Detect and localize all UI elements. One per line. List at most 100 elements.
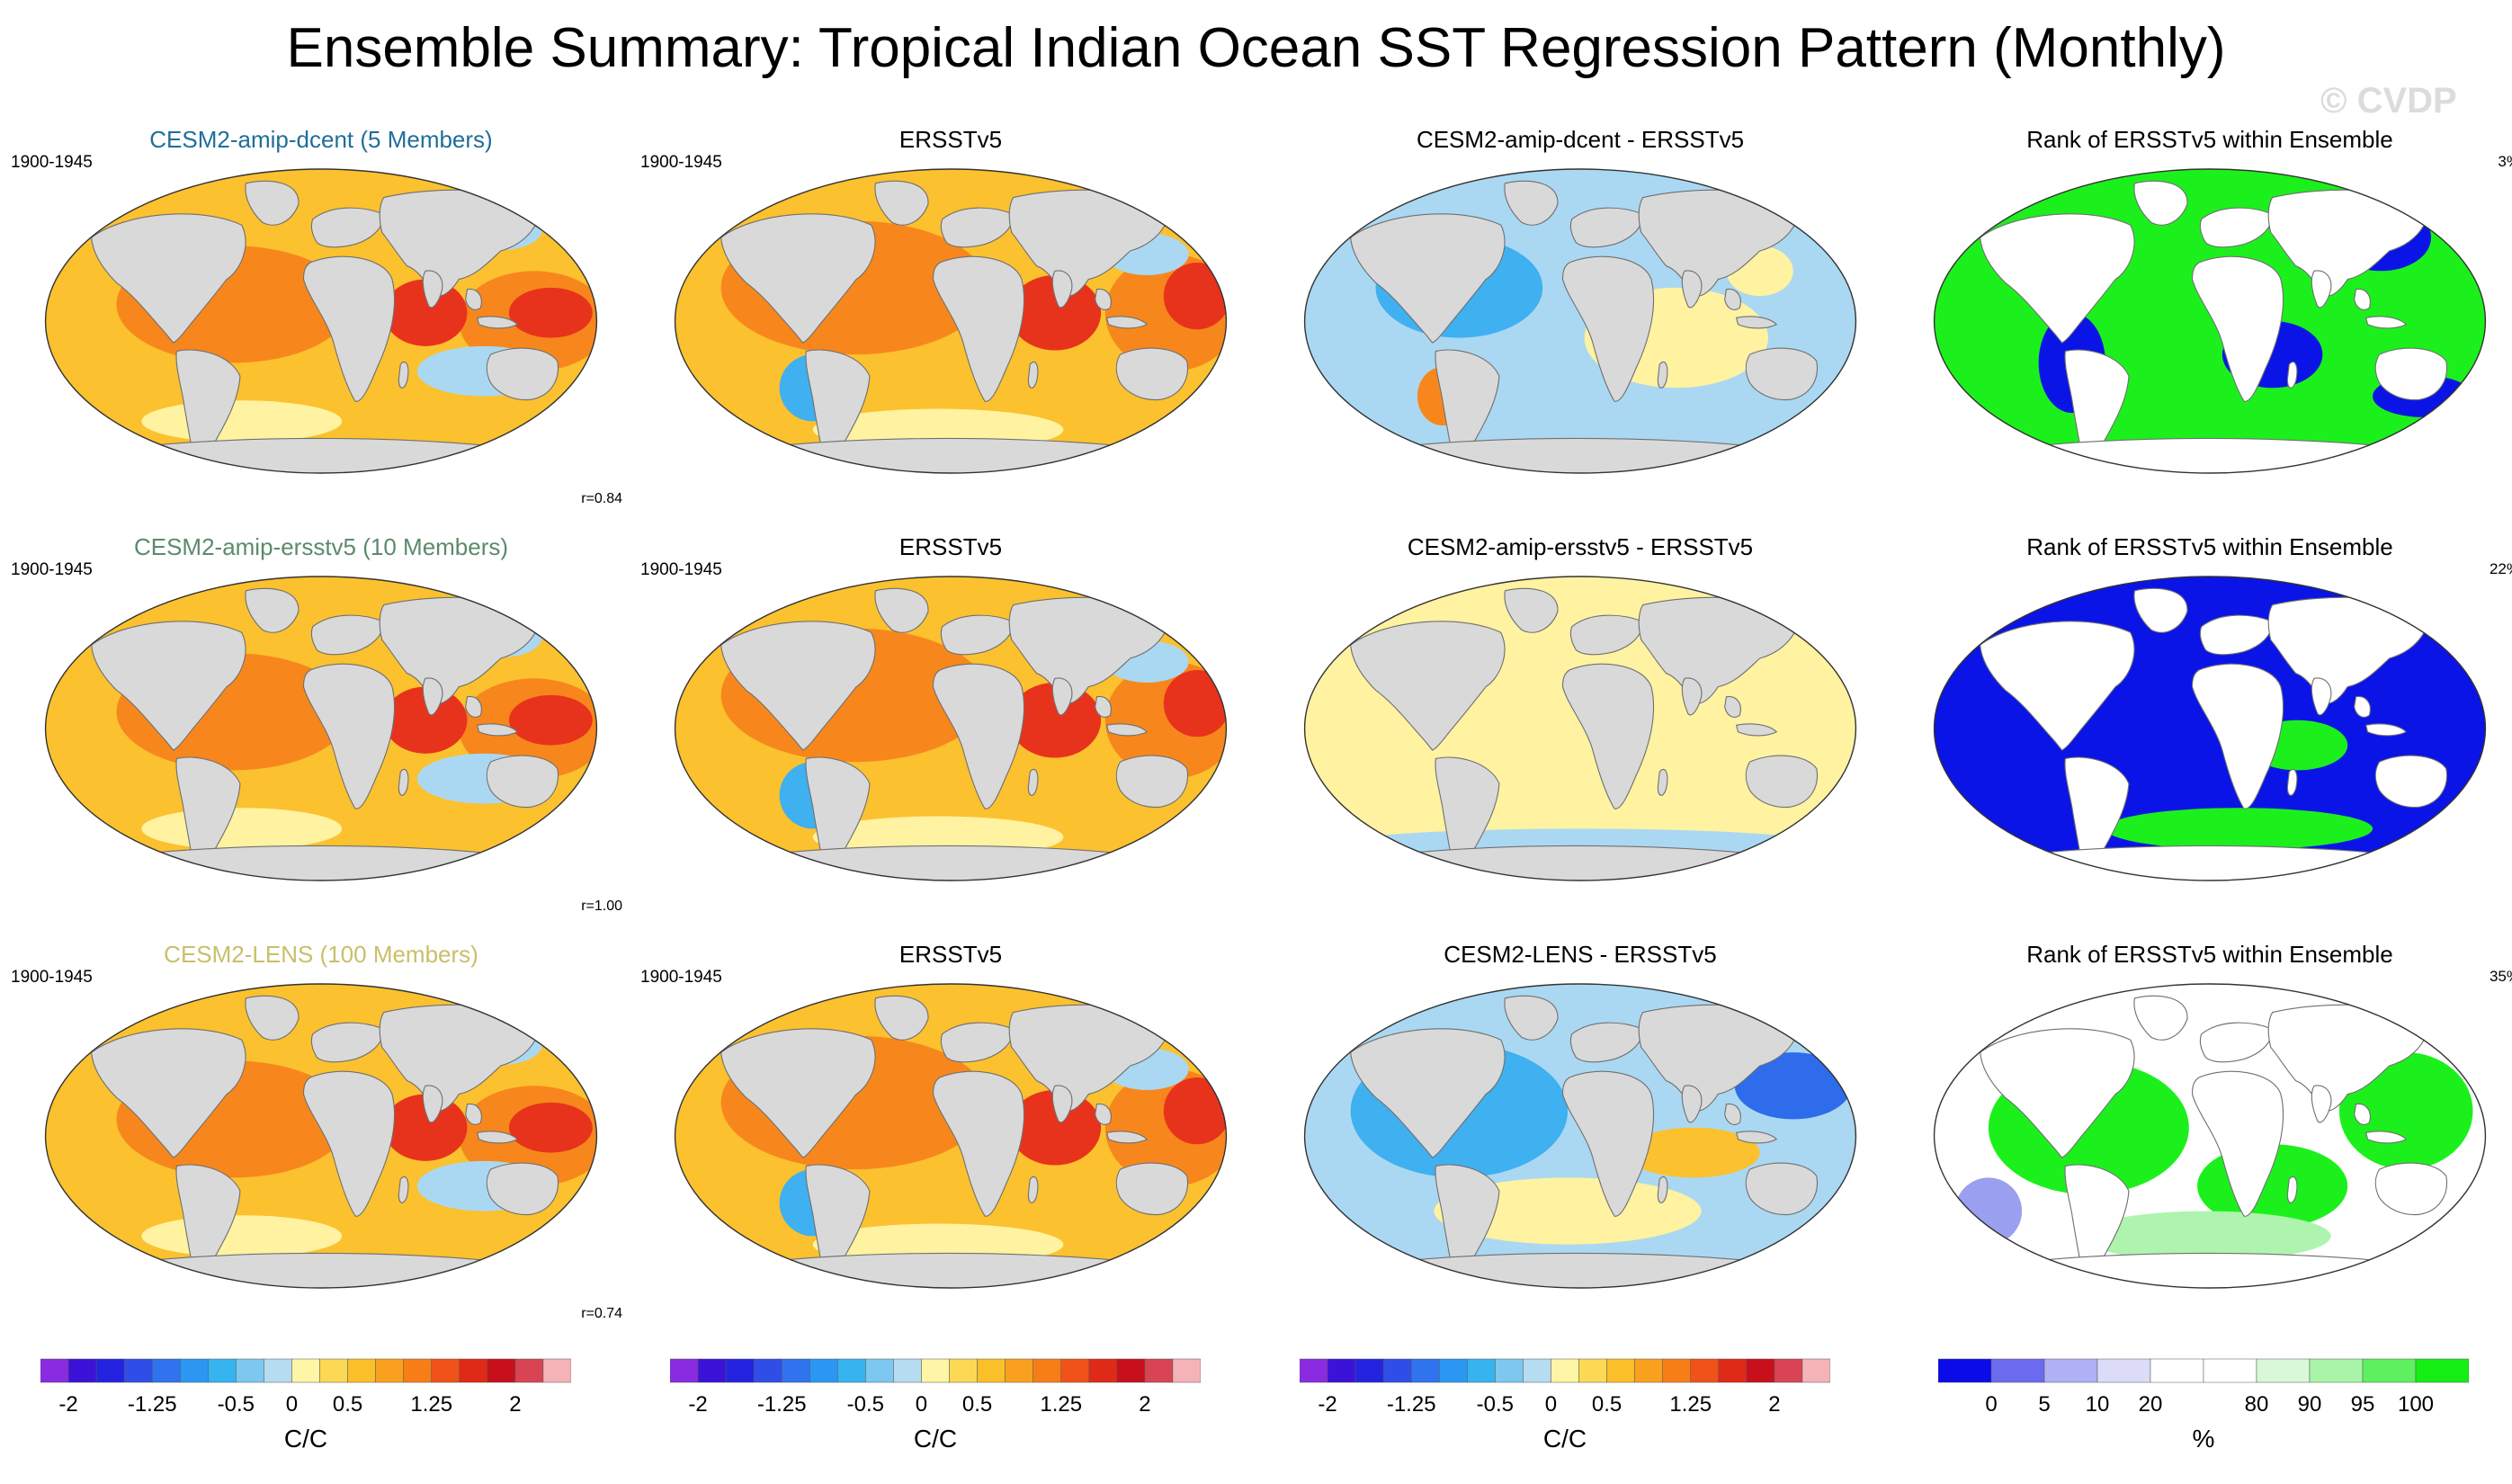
colorbar-swatch bbox=[2256, 1358, 2311, 1383]
colorbar-swatch bbox=[542, 1358, 571, 1383]
colorbar-swatch bbox=[1990, 1358, 2045, 1383]
colorbar-model: -2 -1.25 -0.5 0 0.5 1.25 2 C/C bbox=[40, 1358, 571, 1484]
period-label: 1900-1945 bbox=[640, 560, 722, 579]
colorbar-tick-label: -1.25 bbox=[756, 1392, 807, 1417]
rank-map bbox=[1933, 983, 2487, 1289]
colorbar-swatch bbox=[1467, 1358, 1496, 1383]
colorbar-swatch bbox=[264, 1358, 292, 1383]
colorbar-unit: C/C bbox=[283, 1425, 328, 1453]
colorbar-swatch bbox=[1523, 1358, 1551, 1383]
colorbar-tick-label: 0.5 bbox=[332, 1392, 363, 1417]
colorbar-swatch bbox=[1551, 1358, 1579, 1383]
model-map bbox=[44, 168, 598, 474]
colorbar-swatch bbox=[40, 1358, 69, 1383]
colorbar-tick-label: -1.25 bbox=[1386, 1392, 1436, 1417]
globe-outline bbox=[44, 983, 598, 1289]
model-map bbox=[44, 576, 598, 881]
colorbar-tick-label: 1.25 bbox=[1669, 1392, 1712, 1417]
globe-outline bbox=[1933, 168, 2487, 474]
colorbar-swatch bbox=[403, 1358, 432, 1383]
colorbar-tick-label: 20 bbox=[2138, 1392, 2163, 1417]
colorbar-swatch bbox=[1327, 1358, 1356, 1383]
panel-title: ERSSTv5 bbox=[898, 126, 1003, 153]
colorbar-swatch bbox=[180, 1358, 209, 1383]
colorbar-tick-label: 2 bbox=[1768, 1392, 1781, 1417]
diff-panel-row-3: CESM2-LENS - ERSSTv5 bbox=[1270, 941, 1891, 1354]
colorbar-swatch bbox=[2362, 1358, 2417, 1383]
colorbar-tick-label: 100 bbox=[2397, 1392, 2435, 1417]
colorbar-tick-label: 1.25 bbox=[1040, 1392, 1083, 1417]
colorbar-swatch bbox=[1144, 1358, 1174, 1383]
colorbar-swatch bbox=[208, 1358, 237, 1383]
colorbar-swatch bbox=[347, 1358, 376, 1383]
colorbar-swatch bbox=[725, 1358, 755, 1383]
obs-panel-row-3: ERSSTv5 1900-1945 bbox=[640, 941, 1261, 1354]
colorbar-tick-label: 1.25 bbox=[410, 1392, 453, 1417]
period-label: 1900-1945 bbox=[11, 153, 93, 172]
colorbar-swatch bbox=[1718, 1358, 1748, 1383]
panel-title: CESM2-amip-dcent - ERSSTv5 bbox=[1416, 126, 1745, 153]
colorbar-swatch bbox=[697, 1358, 727, 1383]
globe-outline bbox=[44, 576, 598, 881]
colorbar-swatch bbox=[95, 1358, 125, 1383]
colorbar-tick-label: -1.25 bbox=[127, 1392, 177, 1417]
period-label: 1900-1945 bbox=[640, 968, 722, 987]
colorbar-rank: 0 5 10 20 80 90 95 100% bbox=[1938, 1358, 2469, 1484]
panel-title: CESM2-LENS (100 Members) bbox=[164, 941, 478, 968]
rank-percent-label: 35% bbox=[2489, 968, 2512, 985]
colorbar-swatch bbox=[2096, 1358, 2151, 1383]
model-panel-row-2: CESM2-amip-ersstv5 (10 Members) 1900-1945… bbox=[11, 533, 631, 947]
panel-title: Rank of ERSSTv5 within Ensemble bbox=[2026, 533, 2393, 560]
colorbar-tick-label: 0.5 bbox=[1591, 1392, 1623, 1417]
colorbar-tick-label: 0 bbox=[1985, 1392, 1998, 1417]
panel-title: CESM2-amip-dcent (5 Members) bbox=[149, 126, 493, 153]
model-map bbox=[44, 983, 598, 1289]
colorbar-swatch bbox=[2150, 1358, 2204, 1383]
colorbar-swatch bbox=[1410, 1358, 1440, 1383]
colorbar-swatch bbox=[1746, 1358, 1775, 1383]
colorbar-tick-label: -0.5 bbox=[1476, 1392, 1515, 1417]
colorbar-swatch bbox=[1578, 1358, 1607, 1383]
diff-panel-row-1: CESM2-amip-dcent - ERSSTv5 bbox=[1270, 126, 1891, 540]
colorbar-swatch bbox=[1634, 1358, 1663, 1383]
colorbar-swatch bbox=[431, 1358, 460, 1383]
globe-outline bbox=[1933, 983, 2487, 1289]
colorbar-swatch bbox=[67, 1358, 97, 1383]
colorbar-swatch bbox=[1354, 1358, 1384, 1383]
colorbar-unit: C/C bbox=[1542, 1425, 1587, 1453]
colorbar-tick-label: 0 bbox=[285, 1392, 299, 1417]
colorbar-swatch bbox=[1300, 1358, 1328, 1383]
diff-panel-row-2: CESM2-amip-ersstv5 - ERSSTv5 bbox=[1270, 533, 1891, 947]
colorbar-tick-label: -2 bbox=[58, 1392, 78, 1417]
diff-map bbox=[1303, 983, 1857, 1289]
watermark: © CVDP bbox=[2320, 81, 2457, 121]
colorbar-swatch bbox=[1495, 1358, 1524, 1383]
obs-panel-row-2: ERSSTv5 1900-1945 bbox=[640, 533, 1261, 947]
obs-panel-row-1: ERSSTv5 1900-1945 bbox=[640, 126, 1261, 540]
globe-outline bbox=[1303, 168, 1857, 474]
colorbar-tick-label: -2 bbox=[1318, 1392, 1337, 1417]
colorbar-swatch bbox=[151, 1358, 181, 1383]
pattern-correlation-label: r=0.84 bbox=[581, 491, 622, 506]
rank-map bbox=[1933, 168, 2487, 474]
colorbar-tick-label: 0 bbox=[915, 1392, 928, 1417]
colorbar-diff: -2 -1.25 -0.5 0 0.5 1.25 2 C/C bbox=[1300, 1358, 1830, 1484]
colorbar-tick-label: 5 bbox=[2038, 1392, 2051, 1417]
colorbar-swatch bbox=[921, 1358, 950, 1383]
globe-outline bbox=[674, 983, 1228, 1289]
obs-map bbox=[674, 983, 1228, 1289]
panel-title: ERSSTv5 bbox=[898, 533, 1003, 560]
rank-panel-row-1: Rank of ERSSTv5 within Ensemble 3% bbox=[1900, 126, 2512, 540]
colorbar-tick-label: 0 bbox=[1544, 1392, 1558, 1417]
globe-outline bbox=[1303, 983, 1857, 1289]
globe-outline bbox=[674, 576, 1228, 881]
colorbar-swatch bbox=[949, 1358, 978, 1383]
diff-map bbox=[1303, 168, 1857, 474]
colorbar-swatch bbox=[1116, 1358, 1146, 1383]
obs-map bbox=[674, 576, 1228, 881]
colorbar-swatch bbox=[459, 1358, 488, 1383]
colorbar-swatch bbox=[1801, 1358, 1830, 1383]
colorbar-swatch bbox=[753, 1358, 782, 1383]
colorbar-swatch bbox=[319, 1358, 348, 1383]
period-label: 1900-1945 bbox=[11, 968, 93, 987]
